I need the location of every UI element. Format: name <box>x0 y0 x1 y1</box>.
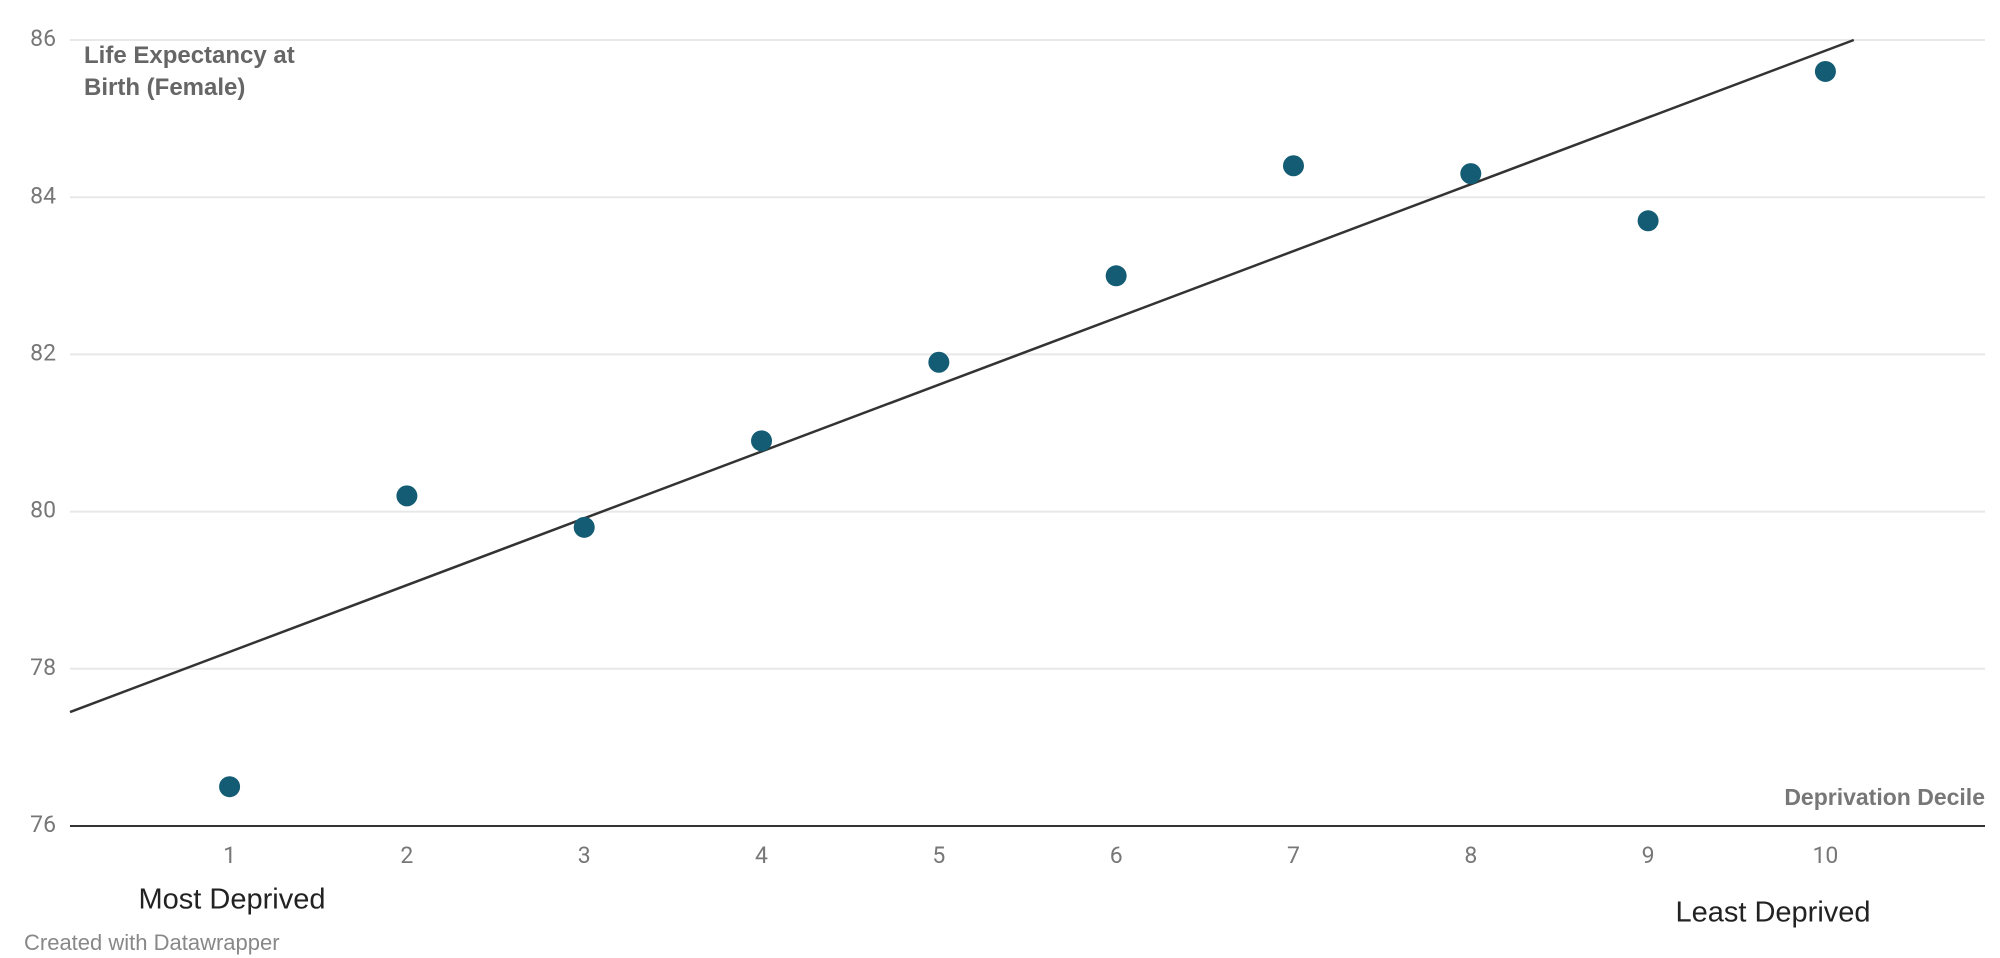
point <box>1814 60 1836 82</box>
point <box>751 430 773 452</box>
y-tick-label: 86 <box>30 25 56 52</box>
point <box>1282 155 1304 177</box>
trend-line <box>69 38 1855 714</box>
point <box>1637 210 1659 232</box>
x-tick-label: 7 <box>1287 842 1300 869</box>
x-tick-label: 1 <box>223 842 236 869</box>
x-tick-label: 9 <box>1642 842 1655 869</box>
y-tick-label: 78 <box>30 654 56 681</box>
x-tick-label: 4 <box>755 842 768 869</box>
x-tick-label: 10 <box>1812 842 1838 869</box>
point <box>928 351 950 373</box>
point <box>396 485 418 507</box>
point <box>573 516 595 538</box>
annotation: Least Deprived <box>1675 897 1870 929</box>
x-axis-label: Deprivation Decile <box>1784 784 1985 810</box>
y-tick-label: 84 <box>30 182 56 209</box>
x-tick-label: 8 <box>1464 842 1477 869</box>
annotation: Most Deprived <box>139 884 326 916</box>
point <box>219 776 241 798</box>
point <box>1105 265 1127 287</box>
x-tick-label: 6 <box>1110 842 1123 869</box>
x-tick-label: 3 <box>578 842 591 869</box>
credit: Created with Datawrapper <box>24 930 280 955</box>
x-tick-label: 5 <box>932 842 945 869</box>
x-tick-label: 2 <box>400 842 413 869</box>
y-tick-label: 80 <box>30 497 56 524</box>
y-tick-label: 82 <box>30 339 56 366</box>
y-axis-label: Life Expectancy at Birth (Female) <box>84 42 295 101</box>
y-tick-label: 76 <box>30 811 56 838</box>
point <box>1460 163 1482 185</box>
